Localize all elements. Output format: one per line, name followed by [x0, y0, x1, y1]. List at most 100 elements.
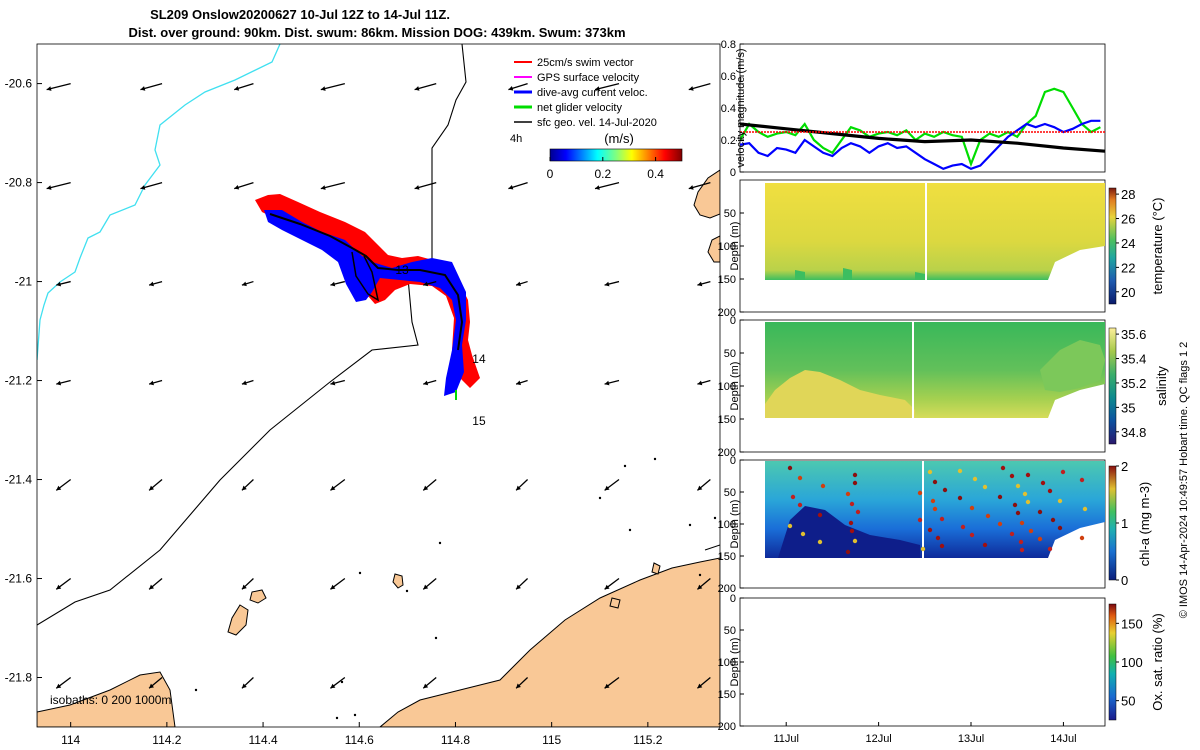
chlorophyll-high-point: [932, 479, 938, 485]
depth-y-tick-label: 100: [718, 241, 736, 253]
island-5: [609, 597, 621, 609]
reef-dots: [194, 457, 717, 720]
footer-credit: © IMOS 14-Apr-2024 10:49:57 Hobart time.…: [1178, 342, 1190, 619]
depth-y-tick-label: 100: [718, 657, 736, 669]
time-x-ticks: 11Jul 12Jul 13Jul 14Jul: [773, 722, 1077, 745]
current-veloc-swath: [264, 210, 466, 396]
depth-y-tick-label: 150: [718, 414, 736, 426]
geo-velocity-arrow: [320, 82, 345, 91]
geo-velocity-arrow: [241, 578, 254, 590]
velocity-axes: [739, 43, 1106, 173]
chlorophyll-high-point: [1037, 536, 1043, 542]
geo-velocity-arrow: [234, 181, 254, 190]
geo-velocity-arrow: [604, 280, 620, 287]
chlorophyll-high-point: [917, 490, 923, 496]
chlorophyll-high-point: [1019, 547, 1025, 553]
chlorophyll-high-point: [1015, 483, 1021, 489]
salinity-colorbar-ticks: 34.8 35 35.2 35.4 35.6: [1116, 327, 1146, 440]
speed-colorbar-ticks: 0 0.2 0.4: [547, 157, 664, 181]
salinity-mid-patch: [1040, 340, 1105, 392]
time-x-tick-label: 14Jul: [1050, 733, 1076, 745]
chlorophyll-colorbar: [1108, 465, 1117, 581]
depth-y-tick-label: 200: [718, 447, 736, 459]
mainland: [379, 557, 720, 727]
depth-y-tick-label: 150: [718, 689, 736, 701]
chlorophyll-ylabel: Depth (m): [729, 500, 741, 549]
colorbar-tick-label: 20: [1121, 285, 1135, 300]
speed-colorbar-tick-label: 0: [547, 167, 554, 181]
colorbar-tick-label: 0: [1121, 573, 1128, 588]
velocity-series-line: [740, 122, 1105, 153]
colorbar-tick-label: 150: [1121, 616, 1143, 631]
depth-y-tick-label: 150: [718, 274, 736, 286]
map-content: 13 14 15: [37, 44, 720, 727]
chlorophyll-high-point: [820, 483, 826, 489]
colorbar-tick-label: 35.2: [1121, 376, 1146, 391]
legend-net-velocity-label: net glider velocity: [537, 102, 622, 114]
geo-velocity-arrow: [320, 181, 345, 190]
temperature-ylabel: Depth (m): [729, 222, 741, 271]
chlorophyll-high-point: [797, 502, 803, 508]
depth-y-tick-label: 50: [724, 487, 736, 499]
colorbar-tick-label: 35.4: [1121, 352, 1146, 367]
speed-colorbar-tick-label: 0.4: [647, 167, 664, 181]
geo-velocity-arrow: [423, 379, 437, 386]
island-4: [651, 562, 661, 575]
chlorophyll-colorbar-ticks: 0 1 2: [1116, 459, 1128, 588]
chlorophyll-high-point: [942, 487, 948, 493]
geo-velocity-arrow: [46, 181, 71, 190]
chlorophyll-high-point: [1025, 472, 1031, 478]
chlorophyll-high-point: [935, 535, 941, 541]
geo-velocity-arrow: [330, 479, 346, 491]
chlorophyll-y-ticks: 0 50 100 150 200: [718, 455, 744, 595]
coastal-land-left: [37, 671, 176, 727]
chlorophyll-panel: 0 50 100 150 200 Depth (m) 0 1 2 chl-a (mg m-3…: [718, 455, 1152, 595]
geo-velocity-arrow: [604, 578, 620, 590]
chlorophyll-high-point: [852, 538, 858, 544]
geo-velocity-arrow: [697, 379, 711, 386]
chlorophyll-high-point: [848, 520, 854, 526]
geo-velocity-arrow: [55, 676, 72, 689]
depth-y-tick-label: 200: [718, 583, 736, 595]
chlorophyll-high-point: [1047, 546, 1053, 552]
oxygen-ylabel: Depth (m): [729, 638, 741, 687]
map-y-tick-label: -20.8: [5, 176, 33, 190]
geo-velocity-arrow: [148, 578, 163, 590]
geo-velocity-arrow: [594, 82, 620, 91]
chlorophyll-high-point: [845, 491, 851, 497]
geo-velocity-arrow: [56, 280, 71, 287]
oxygen-y-ticks: 0 50 100 150 200: [718, 593, 744, 733]
legend-geo-velocity-label: sfc geo. vel. 14-Jul-2020: [537, 117, 657, 129]
velocity-y-tick-label: 0: [730, 167, 736, 179]
geo-velocity-arrow: [604, 379, 620, 386]
geo-velocity-arrow: [515, 280, 528, 287]
geo-velocity-arrow: [515, 677, 529, 689]
chlorophyll-high-point: [957, 468, 963, 474]
chlorophyll-high-point: [849, 528, 855, 534]
map-legend: 25cm/s swim vector GPS surface velocity …: [510, 57, 683, 181]
geo-velocity-arrow: [241, 479, 254, 491]
oxygen-axes: [739, 597, 1106, 727]
geo-velocity-arrows: [46, 82, 711, 689]
chlorophyll-high-point: [797, 475, 803, 481]
chlorophyll-colorbar-label: chl-a (mg m-3): [1137, 482, 1152, 567]
temperature-colorbar-label: temperature (°C): [1150, 198, 1165, 295]
chlorophyll-high-point: [1050, 517, 1056, 523]
chlorophyll-high-point: [1025, 499, 1031, 505]
colorbar-tick-label: 22: [1121, 260, 1135, 275]
chlorophyll-high-point: [939, 543, 945, 549]
chlorophyll-high-point: [1000, 465, 1006, 471]
chlorophyll-high-point: [1015, 510, 1021, 516]
chlorophyll-high-point: [1012, 502, 1018, 508]
geo-velocity-arrow: [604, 479, 620, 491]
salinity-colorbar: [1108, 327, 1117, 445]
chlorophyll-high-point: [997, 494, 1003, 500]
map-x-ticks: 114 114.2 114.4 114.6 114.8 115 115.2: [61, 722, 663, 747]
colorbar-tick-label: 24: [1121, 236, 1135, 251]
chlorophyll-high-point: [985, 513, 991, 519]
depth-y-tick-label: 100: [718, 381, 736, 393]
geo-velocity-arrow: [697, 677, 711, 689]
chlorophyll-high-point: [800, 531, 806, 537]
chlorophyll-high-point: [1057, 498, 1063, 504]
day-labels: 13 14 15: [395, 263, 486, 428]
